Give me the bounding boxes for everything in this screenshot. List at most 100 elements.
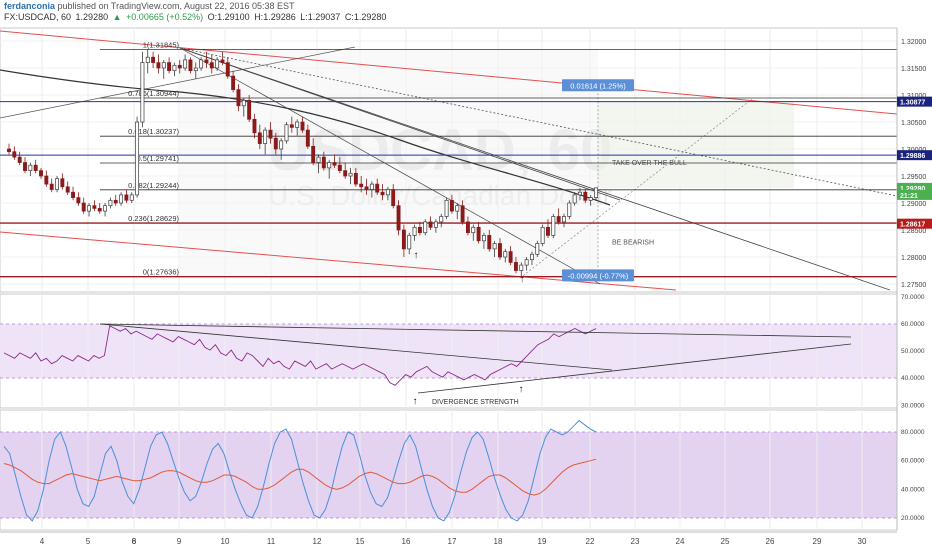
candle-body bbox=[204, 59, 209, 63]
measure-label: -0.00994 (-0.77%) bbox=[568, 271, 629, 280]
candle-body bbox=[284, 124, 289, 142]
bull-zone bbox=[598, 100, 794, 188]
candle-body bbox=[391, 189, 396, 207]
candle-body bbox=[49, 183, 54, 190]
candle-body bbox=[423, 221, 428, 234]
candle-body bbox=[113, 199, 118, 204]
author-name[interactable]: ferdanconia bbox=[4, 1, 56, 11]
candle-body bbox=[231, 75, 236, 90]
x-tick-label: 4 bbox=[40, 537, 45, 546]
candle-body bbox=[161, 62, 166, 69]
stochastic-tick-label: 80.0000 bbox=[901, 429, 925, 436]
fib-level-label: 0.786(1.30944) bbox=[128, 89, 179, 98]
candle-body bbox=[7, 148, 11, 153]
candle-body bbox=[289, 124, 294, 128]
candle-body bbox=[92, 205, 97, 209]
price-label: 1.29280 bbox=[900, 186, 925, 193]
candle-body bbox=[252, 118, 257, 134]
fib-level-label: 0.236(1.28629) bbox=[128, 214, 179, 223]
candle-body bbox=[583, 191, 588, 201]
candle-body bbox=[124, 194, 129, 201]
candle-body bbox=[12, 151, 17, 158]
x-tick-label: 24 bbox=[676, 537, 685, 546]
measure-label: 0.01614 (1.25%) bbox=[570, 81, 626, 90]
candle-body bbox=[55, 178, 59, 190]
candle-body bbox=[359, 183, 364, 188]
candle-body bbox=[412, 226, 417, 236]
moving-average-line bbox=[0, 69, 611, 206]
candle-body bbox=[236, 89, 241, 107]
candle-body bbox=[562, 216, 566, 223]
candle-body bbox=[353, 172, 358, 185]
candle-body bbox=[401, 229, 406, 250]
y-tick-label: 1.29500 bbox=[901, 174, 926, 181]
x-tick-label: 25 bbox=[721, 537, 730, 546]
candle-body bbox=[433, 221, 438, 228]
candle-body bbox=[567, 202, 572, 217]
rsi-trend-line bbox=[99, 323, 613, 371]
candle-body bbox=[199, 59, 204, 69]
symbol-name[interactable]: FX:USDCAD, 60 bbox=[4, 12, 72, 22]
measure-label-box bbox=[562, 79, 634, 92]
candle-body bbox=[108, 199, 113, 207]
fib-level-label: 1(1.31845) bbox=[143, 40, 180, 49]
candle-body bbox=[188, 59, 193, 72]
price-change: +0.00665 (+0.52%) bbox=[126, 12, 204, 22]
price-label: 1.28617 bbox=[900, 222, 925, 229]
candle-body bbox=[71, 191, 75, 198]
rsi-line bbox=[3, 325, 597, 386]
x-tick-label: 18 bbox=[494, 537, 503, 546]
candle-body bbox=[519, 264, 524, 271]
candle-body bbox=[172, 64, 177, 72]
candle-body bbox=[556, 216, 561, 223]
candle-body bbox=[514, 262, 518, 271]
x-tick-label: 26 bbox=[766, 537, 775, 546]
candle-body bbox=[263, 129, 268, 144]
candle-body bbox=[135, 121, 140, 196]
price-label-box bbox=[897, 218, 932, 229]
y-tick-label: 1.28000 bbox=[901, 255, 926, 262]
candle-body bbox=[524, 259, 529, 266]
candle-body bbox=[546, 226, 550, 236]
up-arrow-icon: ▲ bbox=[112, 12, 122, 22]
trend-line bbox=[519, 98, 753, 279]
candle-body bbox=[578, 191, 582, 196]
price-label: 1.30877 bbox=[900, 100, 925, 107]
candle-body bbox=[508, 251, 513, 263]
price-label-box bbox=[897, 96, 932, 107]
rsi-tick-label: 70.0000 bbox=[901, 294, 925, 301]
x-tick-label: 10 bbox=[221, 537, 230, 546]
candle-body bbox=[572, 194, 577, 204]
candle-body bbox=[327, 162, 332, 169]
fib-level-label: 0.5(1.29741) bbox=[136, 154, 179, 163]
fib-level-label: 0.382(1.29244) bbox=[128, 181, 179, 190]
trend-line bbox=[0, 30, 898, 115]
candle-body bbox=[33, 164, 38, 171]
candle-body bbox=[60, 178, 65, 188]
candle-body bbox=[551, 216, 556, 236]
candle-body bbox=[87, 205, 91, 212]
stochastic-tick-label: 60.0000 bbox=[901, 458, 925, 465]
candle-body bbox=[295, 121, 300, 128]
y-tick-label: 1.29000 bbox=[901, 201, 926, 208]
candle-body bbox=[167, 62, 172, 72]
trend-line bbox=[179, 47, 891, 291]
x-tick-label: 15 bbox=[356, 537, 365, 546]
candle-body bbox=[417, 226, 422, 234]
stochastic-d-line bbox=[3, 458, 597, 496]
candle-body bbox=[140, 62, 145, 123]
price-label-box bbox=[897, 182, 932, 193]
fib-level-label: 0.618(1.30237) bbox=[128, 127, 179, 136]
publish-info: published on TradingView.com, August 22,… bbox=[57, 1, 295, 11]
candle-body bbox=[65, 186, 70, 193]
candle-body bbox=[530, 253, 534, 261]
up-arrow-icon: ↑ bbox=[414, 250, 419, 261]
bull-zone-label: TAKE OVER THE BULL bbox=[612, 160, 687, 167]
candle-body bbox=[455, 205, 460, 212]
x-tick-label: 30 bbox=[858, 537, 867, 546]
open-price: O:1.29100 bbox=[207, 12, 250, 22]
candle-body bbox=[460, 205, 465, 223]
y-tick-label: 1.31500 bbox=[901, 66, 926, 73]
rsi-tick-label: 30.0000 bbox=[901, 402, 925, 409]
